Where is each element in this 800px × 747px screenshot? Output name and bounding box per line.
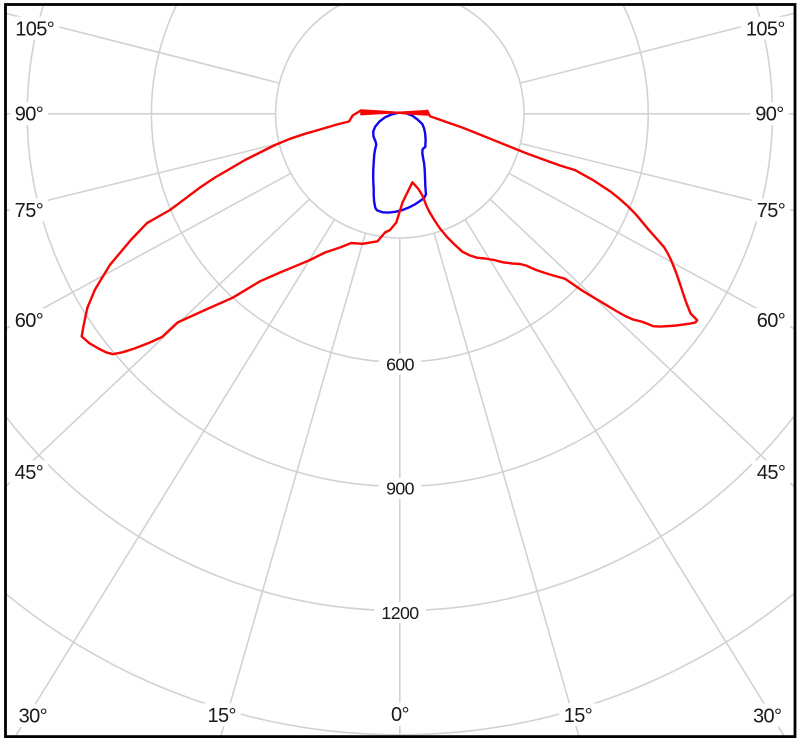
svg-text:15°: 15° — [564, 705, 592, 727]
svg-text:105°: 105° — [15, 18, 54, 40]
svg-text:90°: 90° — [15, 104, 43, 126]
svg-text:90°: 90° — [755, 104, 783, 126]
svg-text:60°: 60° — [757, 310, 785, 332]
svg-text:30°: 30° — [753, 705, 781, 727]
svg-text:75°: 75° — [757, 200, 785, 222]
svg-text:30°: 30° — [19, 705, 47, 727]
svg-text:900: 900 — [386, 479, 415, 499]
svg-text:45°: 45° — [757, 462, 785, 484]
svg-text:0°: 0° — [391, 704, 409, 726]
svg-text:75°: 75° — [15, 200, 43, 222]
svg-text:60°: 60° — [15, 310, 43, 332]
svg-text:105°: 105° — [746, 18, 785, 40]
svg-text:1200: 1200 — [381, 603, 419, 623]
svg-text:45°: 45° — [15, 462, 43, 484]
svg-text:600: 600 — [386, 355, 415, 375]
svg-text:15°: 15° — [207, 705, 235, 727]
